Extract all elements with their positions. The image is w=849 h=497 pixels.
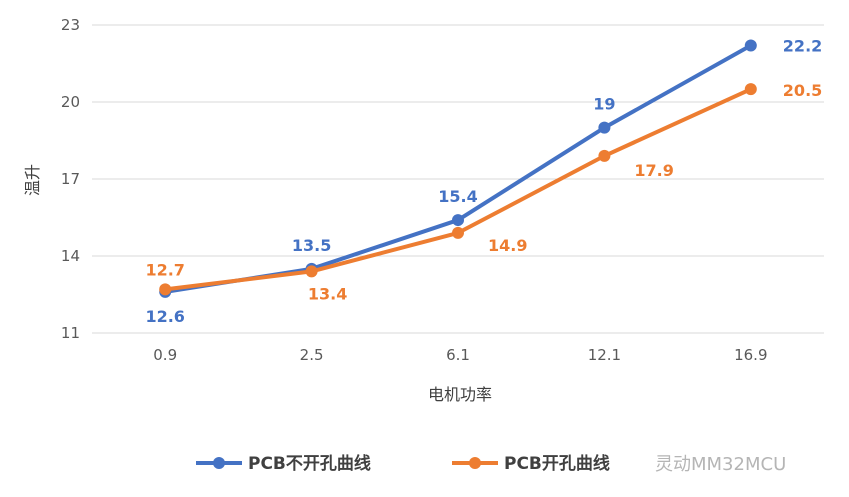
legend: PCB不开孔曲线 PCB开孔曲线 <box>196 453 610 474</box>
x-tick-label: 2.5 <box>300 346 324 364</box>
data-label: 20.5 <box>783 81 822 100</box>
data-point <box>744 39 757 52</box>
data-labels: 12.6 13.5 15.4 19 22.2 12.7 13.4 14.9 17.9 20.5 <box>145 37 822 326</box>
y-axis-ticks: 11 14 17 20 23 <box>61 16 80 342</box>
data-label: 19 <box>593 95 615 114</box>
data-label: 13.4 <box>308 284 347 303</box>
data-point <box>598 121 611 134</box>
data-label: 13.5 <box>292 236 331 255</box>
y-axis-title: 温升 <box>23 164 42 196</box>
y-tick-label: 23 <box>61 16 80 34</box>
x-axis-title: 电机功率 <box>428 385 492 404</box>
data-point <box>159 283 172 296</box>
x-axis-ticks: 0.9 2.5 6.1 12.1 16.9 <box>153 346 767 364</box>
data-point <box>452 226 464 239</box>
x-tick-label: 0.9 <box>153 346 177 364</box>
data-point <box>452 214 464 227</box>
series-group <box>159 39 757 298</box>
watermark: 灵动MM32MCU <box>655 454 786 475</box>
x-tick-label: 16.9 <box>734 346 767 364</box>
y-tick-label: 14 <box>61 247 80 265</box>
data-point <box>305 265 318 278</box>
legend-marker <box>213 457 225 469</box>
y-tick-label: 11 <box>61 324 80 342</box>
data-point <box>598 149 611 162</box>
data-label: 12.6 <box>145 307 184 326</box>
data-point <box>744 83 757 96</box>
x-tick-label: 6.1 <box>446 346 470 364</box>
data-label: 17.9 <box>634 161 673 180</box>
data-label: 12.7 <box>145 260 184 279</box>
legend-label: PCB开孔曲线 <box>504 453 610 474</box>
data-label: 14.9 <box>488 236 527 255</box>
x-tick-label: 12.1 <box>588 346 621 364</box>
legend-marker <box>469 457 481 469</box>
gridlines <box>92 24 824 334</box>
data-label: 15.4 <box>438 187 477 206</box>
legend-label: PCB不开孔曲线 <box>248 453 371 474</box>
y-tick-label: 17 <box>61 170 80 188</box>
data-label: 22.2 <box>783 37 822 56</box>
y-tick-label: 20 <box>61 93 80 111</box>
